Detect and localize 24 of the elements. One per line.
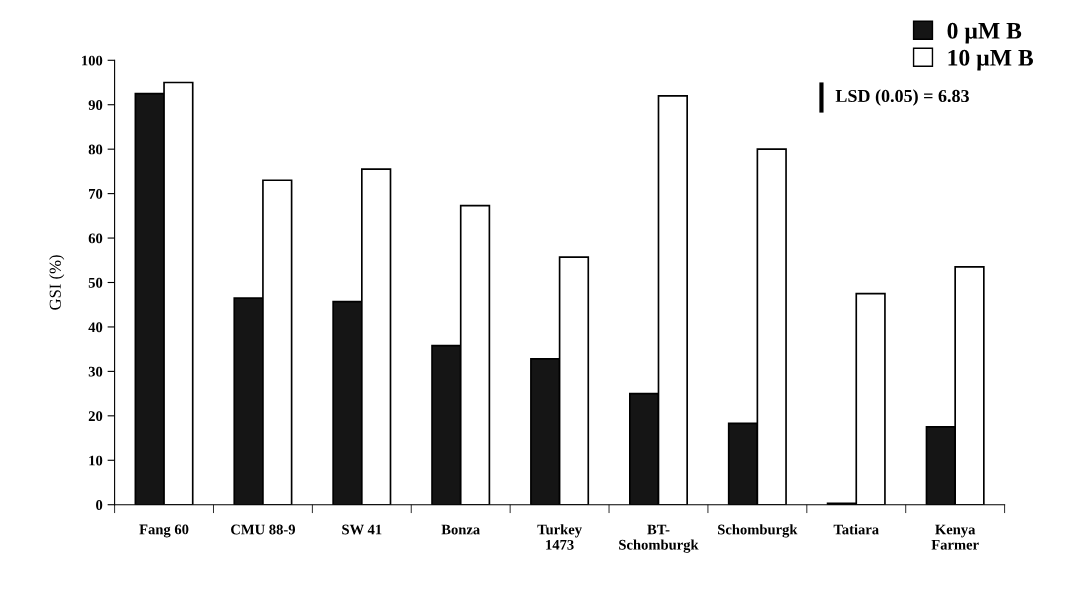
y-tick-label: 10 [89, 455, 103, 466]
legend-label: 0 µM B [947, 22, 1022, 44]
x-tick-label: Turkey 1473 [537, 524, 582, 550]
legend-label: 10 µM B [948, 49, 1034, 71]
x-tick-label: BT- Schomburgk [619, 524, 699, 553]
x-tick-label: Schomburgk [718, 524, 798, 538]
x-tick-label: Fang 60 [139, 524, 189, 538]
y-tick-label: 50 [88, 277, 103, 288]
x-tick-label: SW 41 [342, 524, 382, 535]
y-tick-label: 0 [96, 500, 103, 510]
y-tick-label: 90 [88, 100, 103, 110]
y-tick-label: 60 [88, 233, 103, 244]
y-tick-label: 40 [88, 322, 103, 333]
y-tick-label: 100 [82, 55, 103, 66]
annotation: LSD (0.05) = 6.83 [835, 89, 969, 106]
x-tick-label: Bonza [441, 524, 480, 535]
x-tick-label: Kenya Farmer [931, 524, 979, 550]
y-tick-label: 30 [88, 366, 103, 377]
y-axis-title: GSI (%) [49, 255, 65, 310]
x-tick-label: Tatiara [833, 524, 879, 535]
y-tick-label: 80 [88, 144, 103, 155]
y-tick-label: 70 [89, 188, 103, 199]
y-tick-label: 20 [88, 411, 103, 422]
x-tick-label: CMU 88-9 [231, 524, 296, 535]
